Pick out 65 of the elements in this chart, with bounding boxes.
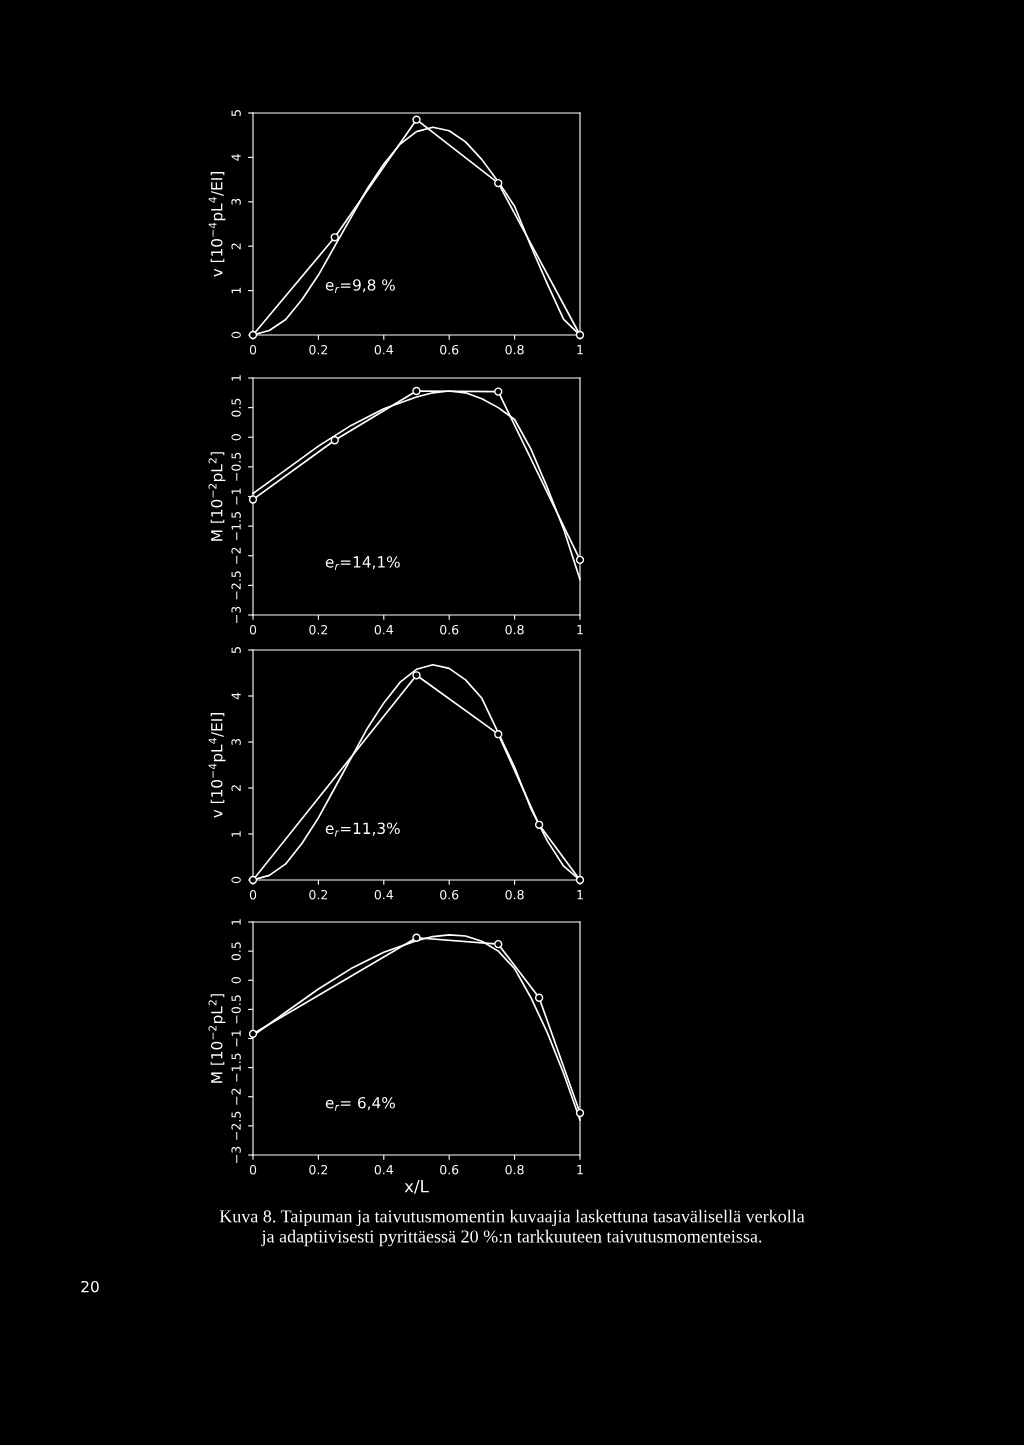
- x-tick-label: 0: [249, 889, 257, 900]
- x-tick-label: 0.8: [505, 624, 524, 635]
- annotation: e$_{r}$=9,8 %: [325, 279, 395, 293]
- x-tick-label: 0.6: [440, 624, 459, 635]
- x-tick-label: 0.2: [309, 1164, 328, 1175]
- y-tick-label: 4: [231, 154, 241, 161]
- x-tick-label: 0.4: [374, 624, 394, 635]
- y-tick-label: −1.5: [231, 1053, 241, 1082]
- y-tick-label: 0.5: [231, 398, 241, 417]
- y-tick-label: 0.5: [231, 942, 241, 961]
- x-tick-label: 0.2: [309, 889, 328, 900]
- y-tick-label: −2.5: [231, 571, 241, 600]
- y-tick-label: −1: [231, 488, 241, 505]
- x-tick-label: 0.2: [309, 624, 328, 635]
- y-tick-label: 5: [231, 647, 241, 654]
- y-tick-label: 0: [231, 876, 241, 884]
- y-tick-label: −2: [231, 1088, 241, 1105]
- annotation: e$_{r}$=14,1%: [325, 556, 400, 570]
- text: Kuva 8. Taipuman ja taivutusmomentin kuvaajia laskettuna tasavälisellä verkolla ja adaptiivisesti pyrittäessä 20 %:n tarkkuuteen taivutusmomenteissa.: [219, 1209, 805, 1247]
- y-tick-label: 0: [231, 331, 241, 339]
- x-tick-label: 1: [577, 625, 583, 635]
- x-tick-label: 0.8: [505, 1164, 524, 1175]
- y-tick-label: 5: [231, 110, 241, 117]
- y-tick-label: −3: [231, 1146, 241, 1163]
- y-tick-label: −1: [231, 1030, 241, 1047]
- y-tick-label: 2: [231, 785, 241, 792]
- x-tick-label: 0.4: [374, 344, 394, 355]
- x-tick-label: 1: [577, 345, 583, 355]
- x-tick-label: 0.4: [374, 1164, 394, 1175]
- x-tick-label: 0: [249, 624, 257, 635]
- y-tick-label: −1.5: [231, 512, 241, 540]
- annotation: e$_{r}$= 6,4%: [325, 1096, 395, 1111]
- annotation: e$_{r}$=11,3%: [325, 822, 400, 837]
- y-tick-label: 1: [231, 375, 241, 381]
- x-tick-label: 0.8: [505, 344, 524, 355]
- y-tick-label: 3: [231, 739, 241, 746]
- x-tick-label: 0: [249, 1164, 257, 1175]
- y-tick-label: 2: [231, 243, 241, 250]
- y-axis-title: M [10$^{−2}$pL$^{2}$]: [208, 452, 226, 541]
- y-tick-label: −0.5: [231, 995, 241, 1024]
- y-tick-label: 1: [231, 831, 241, 837]
- x-tick-label: 0.6: [440, 344, 459, 355]
- x-tick-label: 0.8: [505, 889, 524, 900]
- x-tick-label: 0: [249, 344, 257, 355]
- x-tick-label: 0.2: [309, 344, 328, 355]
- y-tick-label: −0.5: [231, 452, 241, 481]
- y-tick-label: 0: [231, 977, 241, 984]
- y-axis-title: v [10$^{−4}$pL$^{4}$/EI]: [208, 172, 226, 277]
- y-tick-label: −2: [231, 547, 241, 564]
- y-tick-label: 0: [231, 434, 241, 441]
- y-tick-label: 1: [231, 287, 241, 294]
- y-tick-label: −2.5: [231, 1111, 241, 1140]
- y-axis-title: v [10$^{−4}$pL$^{4}$/EI]: [208, 713, 226, 818]
- x-tick-label: 0.4: [374, 889, 394, 900]
- x-axis-title: x/L: [404, 1180, 429, 1194]
- y-axis-title: M [10$^{−2}$pL$^{2}$]: [208, 994, 226, 1083]
- x-tick-label: 1: [577, 890, 583, 900]
- x-tick-label: 1: [577, 1165, 583, 1175]
- y-tick-label: 1: [231, 919, 241, 925]
- y-tick-label: 3: [231, 198, 241, 205]
- x-tick-label: 0.6: [440, 1164, 459, 1175]
- y-tick-label: 4: [231, 692, 241, 700]
- y-tick-label: −3: [231, 606, 241, 623]
- text: 20: [81, 1280, 99, 1293]
- x-tick-label: 0.6: [440, 889, 459, 900]
